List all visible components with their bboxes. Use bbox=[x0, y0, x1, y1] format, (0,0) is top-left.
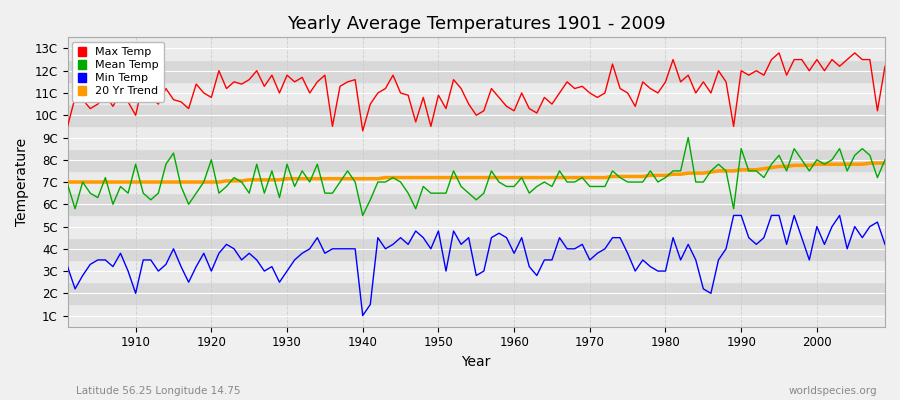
Legend: Max Temp, Mean Temp, Min Temp, 20 Yr Trend: Max Temp, Mean Temp, Min Temp, 20 Yr Tre… bbox=[72, 42, 165, 102]
Bar bbox=[68, 193, 885, 216]
X-axis label: Year: Year bbox=[462, 355, 491, 369]
Bar bbox=[68, 282, 885, 304]
Bar bbox=[68, 126, 885, 149]
Bar bbox=[68, 82, 885, 104]
Bar bbox=[68, 60, 885, 82]
Bar bbox=[68, 260, 885, 282]
Bar bbox=[68, 216, 885, 238]
Text: worldspecies.org: worldspecies.org bbox=[789, 386, 877, 396]
Bar bbox=[68, 37, 885, 60]
Bar bbox=[68, 149, 885, 171]
Bar bbox=[68, 304, 885, 327]
Text: Latitude 56.25 Longitude 14.75: Latitude 56.25 Longitude 14.75 bbox=[76, 386, 241, 396]
Bar bbox=[68, 104, 885, 126]
Y-axis label: Temperature: Temperature bbox=[15, 138, 29, 226]
Title: Yearly Average Temperatures 1901 - 2009: Yearly Average Temperatures 1901 - 2009 bbox=[287, 15, 666, 33]
Bar bbox=[68, 171, 885, 193]
Bar bbox=[68, 238, 885, 260]
